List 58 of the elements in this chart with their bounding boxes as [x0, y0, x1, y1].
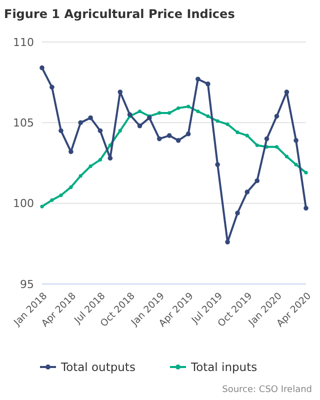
point — [118, 128, 122, 133]
point — [196, 76, 200, 82]
source-note: Source: CSO Ireland — [222, 385, 312, 395]
point — [216, 119, 220, 123]
point — [40, 204, 44, 208]
point — [59, 193, 63, 198]
point — [69, 185, 73, 189]
point — [294, 162, 298, 166]
legend-label: Total inputs — [190, 360, 258, 374]
point — [88, 164, 92, 168]
point — [156, 136, 162, 142]
point — [137, 123, 142, 128]
point — [98, 128, 103, 134]
point — [226, 122, 230, 126]
chart-title: Figure 1 Agricultural Price Indices — [4, 7, 235, 21]
point — [186, 132, 191, 136]
point — [254, 178, 260, 184]
point — [186, 104, 190, 108]
y-tick-label: 110 — [13, 36, 34, 49]
point — [168, 111, 172, 115]
y-tick-label: 100 — [13, 197, 34, 210]
point — [284, 90, 290, 94]
point — [206, 114, 210, 118]
point — [58, 128, 64, 134]
legend-label: Total outputs — [60, 360, 136, 374]
point — [264, 136, 270, 142]
point — [108, 156, 113, 161]
point — [235, 210, 240, 216]
point — [304, 206, 308, 211]
point — [255, 143, 259, 148]
line-series — [40, 104, 308, 208]
point — [215, 162, 220, 168]
point — [176, 138, 181, 143]
point — [138, 110, 142, 114]
y-tick-label: 105 — [13, 116, 34, 130]
point — [50, 84, 54, 90]
point — [118, 90, 123, 94]
point — [284, 154, 289, 158]
point — [236, 130, 240, 134]
point — [166, 133, 172, 138]
point — [245, 134, 249, 138]
point — [176, 106, 180, 110]
point — [206, 82, 210, 86]
point — [40, 65, 44, 70]
point — [196, 110, 200, 114]
point — [158, 111, 162, 115]
point — [78, 174, 82, 178]
point — [78, 120, 83, 126]
point — [274, 114, 280, 119]
y-tick-label: 95 — [20, 278, 34, 291]
point — [304, 170, 308, 174]
point — [50, 198, 54, 202]
point — [98, 158, 102, 162]
point — [88, 115, 93, 120]
point — [244, 190, 250, 194]
point — [294, 138, 298, 143]
point — [225, 240, 230, 244]
point — [274, 145, 279, 149]
